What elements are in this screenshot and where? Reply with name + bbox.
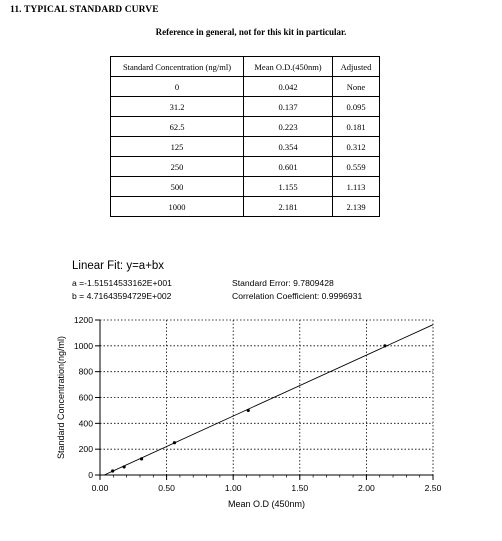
x-tick-label: 1.00 — [225, 483, 242, 493]
correlation-coefficient: Correlation Coefficient: 0.9996931 — [232, 291, 363, 301]
data-point — [383, 344, 387, 348]
y-tick-label: 800 — [79, 367, 94, 377]
fit-title: Linear Fit: y=a+bx — [72, 260, 165, 272]
cell-adjusted: 2.139 — [332, 196, 380, 217]
y-tick-label: 0 — [88, 470, 93, 480]
x-tick-label: 0.00 — [92, 483, 109, 493]
fit-line — [104, 324, 434, 476]
data-point — [111, 469, 115, 473]
table-row: 31.2 0.137 0.095 — [110, 96, 380, 117]
y-tick-label: 1000 — [74, 341, 93, 351]
data-point — [139, 457, 144, 461]
standard-error: Standard Error: 9.7809428 — [232, 278, 334, 288]
table-row: 62.5 0.223 0.181 — [110, 116, 380, 137]
data-point — [122, 465, 126, 469]
x-tick-label: 2.00 — [358, 483, 375, 493]
standard-table: Standard Concentration (ng/ml) Mean O.D.… — [110, 56, 380, 217]
y-tick-label: 200 — [79, 444, 94, 454]
reference-note: Reference in general, not for this kit i… — [155, 27, 347, 37]
coefficient-a: a =-1.51514533162E+001 — [72, 278, 172, 288]
section-title: 11. TYPICAL STANDARD CURVE — [10, 5, 159, 15]
table-row: 250 0.601 0.559 — [110, 156, 380, 177]
y-tick-label: 1200 — [74, 315, 93, 325]
y-tick-label: 600 — [79, 393, 94, 403]
y-axis-label: Standard Concentration(ng/ml) — [56, 336, 66, 459]
data-point — [246, 408, 250, 413]
table-row: 1000 2.181 2.139 — [110, 196, 380, 217]
data-point — [172, 441, 177, 445]
x-axis-label: Mean O.D (450nm) — [228, 499, 305, 509]
table-row: 0 0.042 None — [110, 76, 380, 97]
x-tick-label: 1.50 — [291, 483, 308, 493]
coefficient-b: b = 4.71643594729E+002 — [72, 291, 172, 301]
x-tick-label: 2.50 — [425, 483, 442, 493]
y-tick-label: 400 — [79, 418, 94, 428]
x-tick-label: 0.50 — [158, 483, 175, 493]
table-header-row: Standard Concentration (ng/ml) Mean O.D.… — [110, 56, 380, 77]
